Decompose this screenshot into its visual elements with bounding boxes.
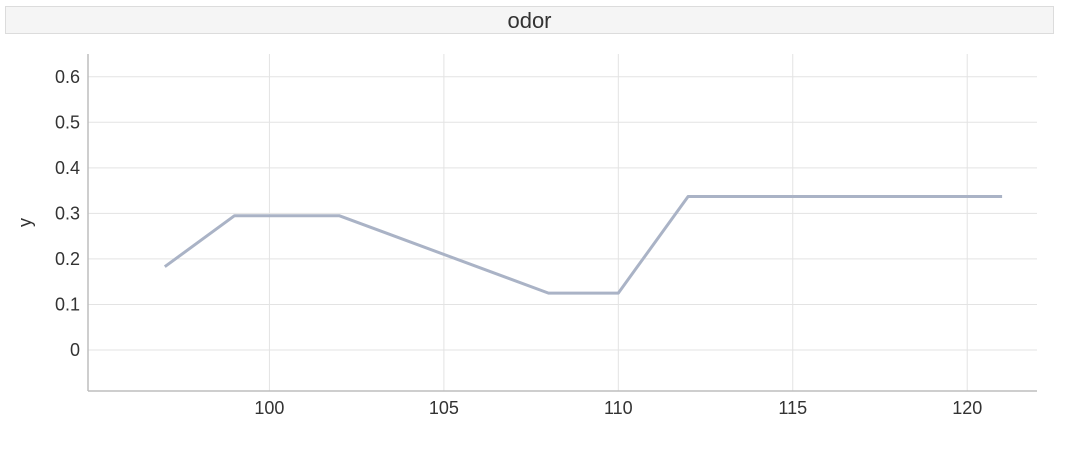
y-axis-label: y <box>15 218 35 227</box>
y-tick-label: 0.3 <box>55 203 80 223</box>
series-lines <box>163 195 1003 295</box>
axes <box>87 54 1037 392</box>
y-tick-label: 0.4 <box>55 158 80 178</box>
grid-lines <box>88 54 1037 391</box>
x-tick-label: 105 <box>429 398 459 418</box>
y-tick-label: 0.6 <box>55 67 80 87</box>
chart-title: odor <box>5 6 1054 34</box>
y-tick-label: 0.2 <box>55 249 80 269</box>
series-line <box>163 195 1003 295</box>
x-tick-label: 100 <box>254 398 284 418</box>
x-tick-label: 110 <box>604 398 633 418</box>
x-tick-label: 120 <box>952 398 982 418</box>
y-tick-label: 0 <box>70 340 80 360</box>
x-tick-label: 115 <box>778 398 807 418</box>
y-tick-label: 0.5 <box>55 112 80 132</box>
tick-labels: 0 0.1 0.2 0.3 0.4 0.5 0.6 100 105 110 115 120 <box>55 67 982 418</box>
y-tick-label: 0.1 <box>55 294 80 314</box>
